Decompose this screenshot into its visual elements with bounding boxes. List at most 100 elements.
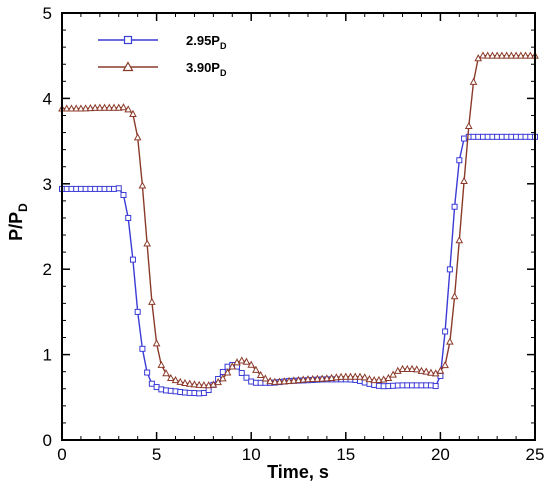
data-point [214,377,222,386]
data-point [81,104,90,112]
data-point [469,77,478,85]
data-point [100,103,109,111]
y-tick-label: 4 [43,89,52,108]
series-layer [58,51,539,397]
data-point [133,133,142,141]
data-point [247,360,256,368]
legend-marker-1 [123,35,133,45]
data-point [450,292,459,300]
x-tick-label: 20 [431,445,450,464]
data-point [327,373,336,381]
data-point [91,103,99,111]
data-point [360,373,369,381]
data-point [479,51,487,59]
data-point [337,372,345,380]
data-point [436,366,445,374]
data-point [124,105,133,113]
data-point [134,308,141,315]
data-point [451,203,458,210]
legend: 2.95PD 3.90PD [98,33,227,78]
data-point [171,375,180,384]
data-point [441,360,449,369]
series-2-line [62,54,535,386]
data-point [190,380,199,388]
x-axis-title: Time, s [267,462,329,482]
data-point [308,374,317,383]
data-point [205,387,212,394]
data-point [72,104,81,112]
x-tick-label: 25 [526,445,545,464]
data-point [280,377,289,385]
data-point [200,381,208,389]
data-point [152,339,161,347]
y-tick-label: 5 [43,4,52,23]
data-point [417,366,426,374]
data-point [294,375,303,384]
data-point [384,373,393,381]
data-point [148,297,156,305]
data-point [86,103,95,112]
x-tick-label: 10 [242,445,261,464]
data-point [464,121,473,129]
data-point [114,103,123,111]
data-point [521,51,530,59]
data-point [195,380,204,388]
data-point [243,374,250,381]
x-tick-label: 15 [336,445,355,464]
series-1 [59,133,538,397]
data-point [341,372,350,380]
data-point [512,51,520,59]
data-point [432,383,439,390]
data-point [289,376,298,384]
data-point [456,157,463,164]
data-point [261,374,270,382]
data-point [370,375,379,384]
data-point [120,191,127,198]
data-point [455,236,464,244]
axis-ticks: 0 5 10 15 20 25 0 1 2 3 4 5 [43,4,545,464]
data-point [299,375,308,383]
y-tick-label: 3 [43,175,52,194]
data-point [285,376,293,384]
data-point [67,104,76,112]
data-point [218,374,227,382]
data-point [408,364,416,373]
data-point [144,369,151,376]
data-point [365,374,374,383]
x-tick-label: 5 [152,445,161,464]
data-point [356,372,364,380]
data-point [271,377,279,385]
data-point [166,373,175,382]
data-point [493,51,501,59]
y-axis-title: P/PD [6,203,30,241]
data-point [228,362,237,370]
data-point [403,364,412,373]
data-point [446,266,453,273]
data-point [266,376,274,385]
data-point [77,104,85,112]
data-point [346,372,355,380]
data-point [483,51,492,59]
data-point [129,109,137,117]
legend-label-2: 3.90PD [186,60,227,78]
data-point [502,51,511,59]
x-tick-label: 0 [57,445,66,464]
data-point [256,370,265,378]
data-point [138,181,147,189]
series-2 [58,51,539,389]
data-point [460,176,468,184]
data-point [238,369,245,376]
data-point [398,364,407,373]
data-point [275,377,284,385]
data-point [516,51,525,59]
legend-marker-2 [122,61,134,72]
data-point [139,345,146,352]
y-tick-label: 2 [43,260,52,279]
data-point [422,367,431,375]
data-point [446,337,454,345]
data-point [223,368,232,376]
data-point [219,368,226,375]
data-point [488,51,497,59]
data-point [119,103,128,111]
